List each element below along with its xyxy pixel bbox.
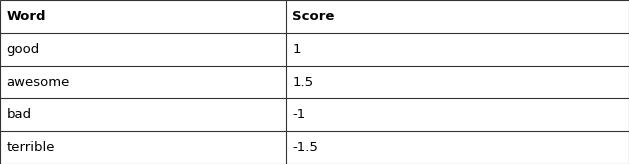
Text: 1.5: 1.5 bbox=[292, 75, 314, 89]
Text: -1: -1 bbox=[292, 108, 306, 121]
Text: bad: bad bbox=[6, 108, 31, 121]
Text: terrible: terrible bbox=[6, 141, 55, 154]
Text: good: good bbox=[6, 43, 40, 56]
Text: Word: Word bbox=[6, 10, 46, 23]
Text: awesome: awesome bbox=[6, 75, 70, 89]
Text: Score: Score bbox=[292, 10, 335, 23]
Text: -1.5: -1.5 bbox=[292, 141, 318, 154]
Text: 1: 1 bbox=[292, 43, 301, 56]
